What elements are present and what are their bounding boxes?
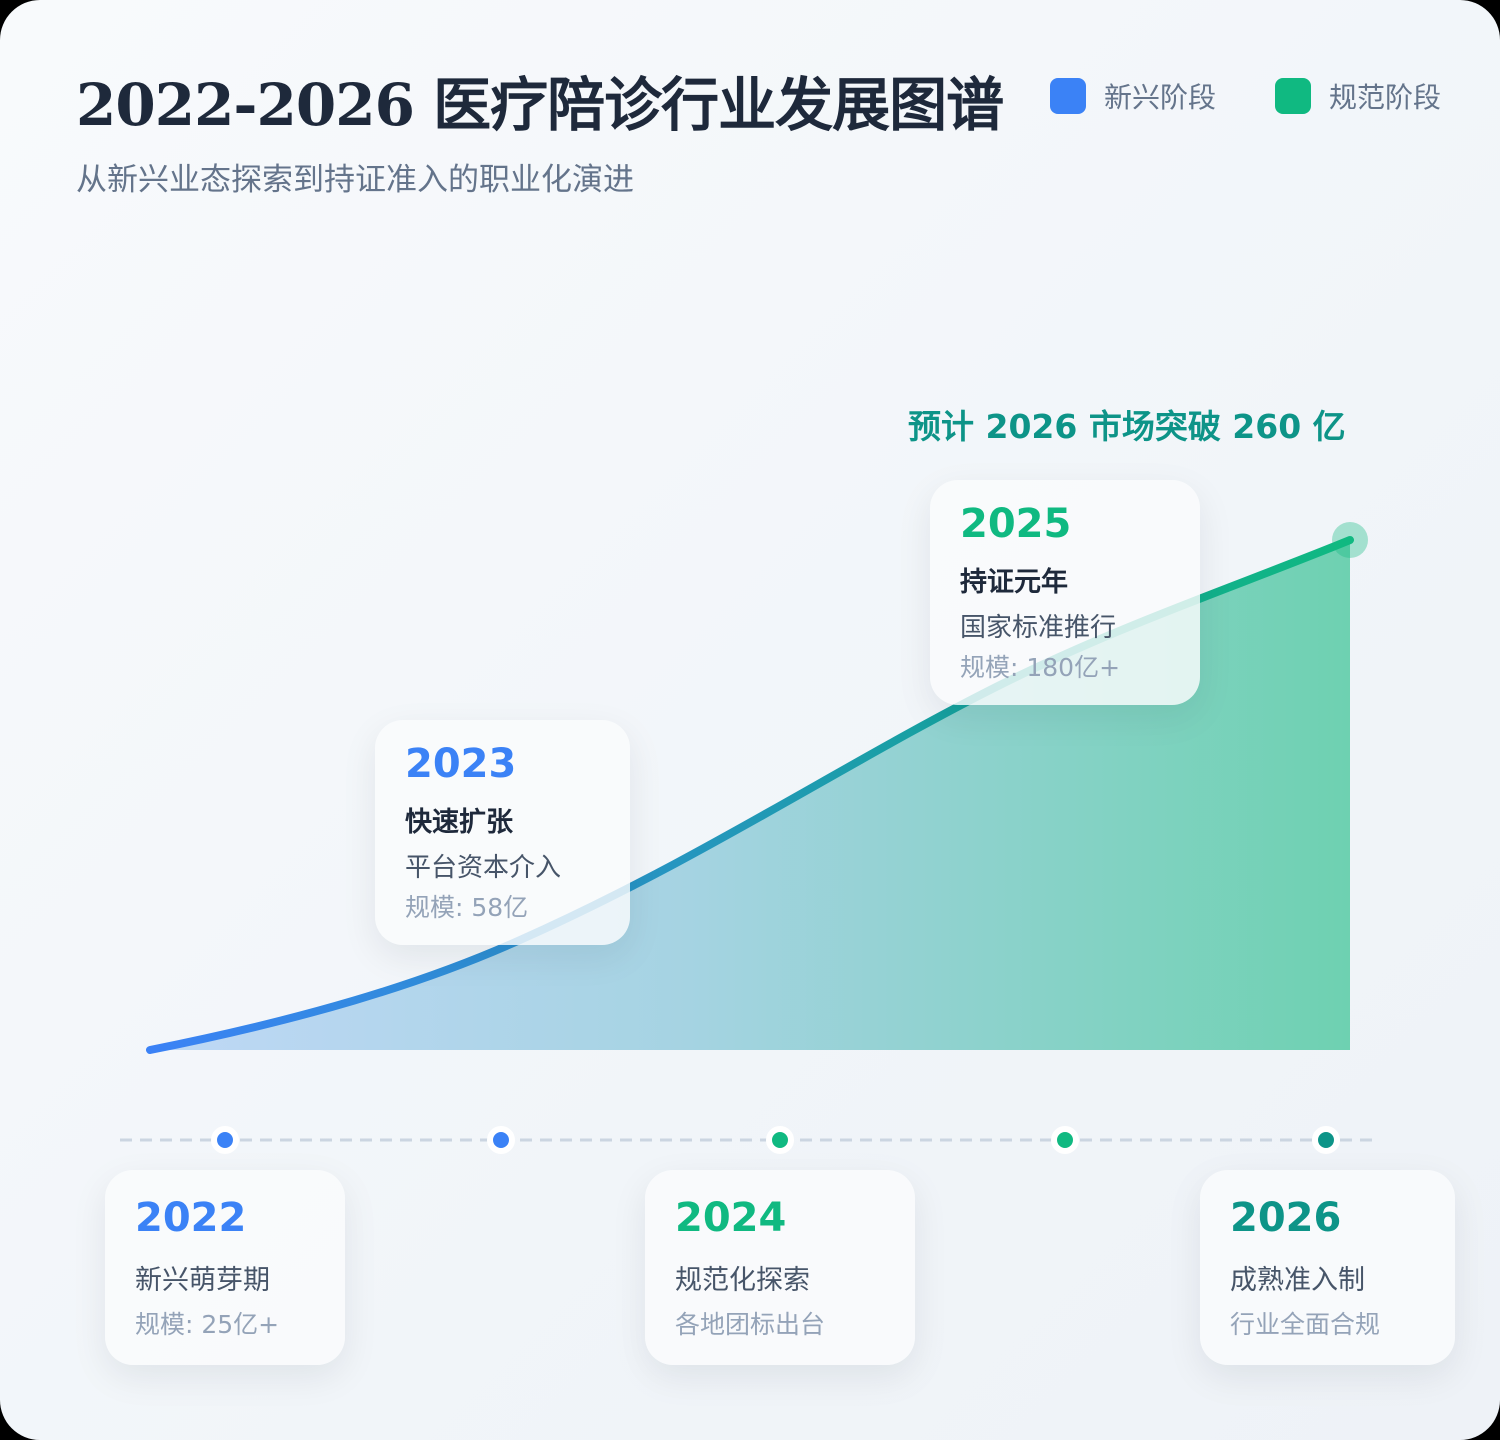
legend-item-emerging: 新兴阶段 [1050,76,1216,116]
event-year: 2024 [675,1195,787,1241]
event-card-2023: 2023 快速扩张 平台资本介入 规模: 58亿 [375,720,630,945]
timeline-dot-2024-icon [766,1126,794,1154]
timeline-dot-2022-icon [211,1126,239,1154]
event-year: 2023 [405,741,517,787]
event-card-2024: 2024 规范化探索 各地团标出台 [645,1170,915,1365]
page-title: 2022-2026 医疗陪诊行业发展图谱 [76,71,1004,139]
event-card-2026: 2026 成熟准入制 行业全面合规 [1200,1170,1455,1365]
event-detail: 各地团标出台 [675,1310,826,1339]
timeline-dot-2025-icon [1051,1126,1079,1154]
event-name: 成熟准入制 [1230,1265,1365,1296]
event-scale: 规模: 58亿 [405,893,529,922]
event-detail: 行业全面合规 [1230,1310,1381,1339]
event-scale: 规模: 25亿+ [135,1310,280,1339]
endpoint-halo-icon [1332,522,1368,558]
event-card-2022: 2022 新兴萌芽期 规模: 25亿+ [105,1170,345,1365]
timeline-dot-2026-icon [1312,1126,1340,1154]
event-name: 规范化探索 [675,1265,810,1296]
page-subtitle: 从新兴业态探索到持证准入的职业化演进 [76,162,634,198]
event-card-2025: 2025 持证元年 国家标准推行 规模: 180亿+ [930,480,1200,705]
event-year: 2022 [135,1195,247,1241]
legend-label: 新兴阶段 [1104,81,1217,114]
legend-label: 规范阶段 [1329,81,1442,114]
legend-item-normative: 规范阶段 [1275,76,1441,116]
event-name: 新兴萌芽期 [135,1265,270,1296]
event-name: 持证元年 [960,567,1068,598]
legend-swatch-emerging-icon [1050,78,1086,114]
legend-swatch-normative-icon [1275,78,1311,114]
event-name: 快速扩张 [405,807,513,838]
timeline-dot-2023-icon [487,1126,515,1154]
market-forecast-callout: 预计 2026 市场突破 260 亿 [908,407,1346,446]
event-detail: 平台资本介入 [405,853,562,883]
event-scale: 规模: 180亿+ [960,653,1121,682]
event-year: 2026 [1230,1195,1342,1241]
event-year: 2025 [960,501,1072,547]
event-detail: 国家标准推行 [960,613,1117,643]
